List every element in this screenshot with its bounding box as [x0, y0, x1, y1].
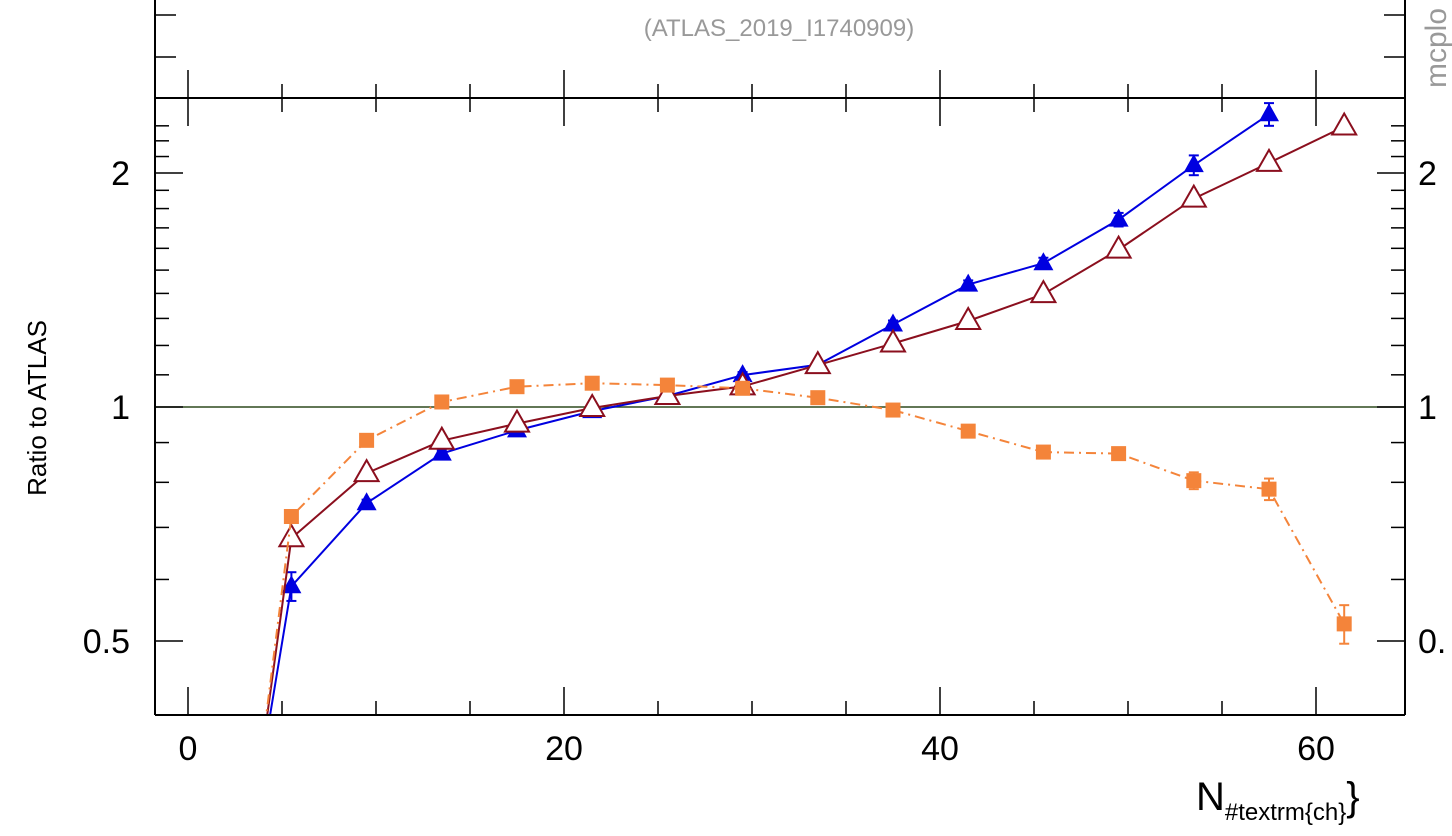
series-group: [265, 102, 1358, 715]
right-y-tick-label: 1: [1418, 389, 1437, 427]
tick-labels: 0 20 40 60 0.5 0. 1 1 2 2: [83, 155, 1447, 768]
series-line: [265, 382, 1346, 715]
data-point: [659, 377, 675, 393]
data-point: [810, 390, 826, 406]
right-y-tick-label: 0.: [1418, 623, 1446, 661]
x-axis-label: N#textrm{ch}}: [1196, 775, 1360, 826]
x-tick-label: 40: [921, 730, 959, 768]
data-point: [1033, 252, 1054, 271]
data-point: [277, 523, 306, 548]
data-point: [1035, 444, 1051, 460]
x-axis-label-brace: }: [1346, 775, 1359, 819]
y-tick-label: 0.5: [83, 623, 130, 661]
data-point: [359, 432, 375, 448]
data-point: [584, 375, 600, 391]
x-tick-label: 60: [1297, 730, 1335, 768]
analysis-reference: (ATLAS_2019_I1740909): [644, 15, 914, 42]
right-y-tick-label: 2: [1418, 155, 1437, 193]
data-point: [1180, 183, 1208, 208]
series-line: [266, 125, 1345, 715]
data-point: [960, 423, 976, 439]
data-point: [578, 392, 606, 418]
data-point: [885, 402, 901, 418]
data-point: [954, 306, 982, 331]
data-point: [1186, 473, 1202, 489]
data-point: [428, 425, 456, 450]
x-tick-label: 20: [545, 730, 583, 768]
data-point: [1111, 446, 1127, 462]
data-point: [1183, 154, 1204, 173]
data-point: [431, 442, 452, 461]
data-point: [958, 273, 979, 292]
generator-label: mcplo: [1420, 8, 1452, 88]
series-filled-square: [265, 375, 1352, 715]
y-tick-label: 1: [111, 389, 130, 427]
series-open-triangle: [266, 111, 1358, 715]
data-point: [352, 458, 381, 483]
data-point: [356, 492, 377, 511]
data-point: [1259, 103, 1279, 122]
data-point: [1108, 208, 1129, 227]
y-axis-label: Ratio to ATLAS: [22, 320, 52, 496]
x-axis-label-subscript: #textrm{ch}: [1225, 799, 1346, 826]
data-point: [883, 313, 903, 332]
data-point: [1104, 234, 1133, 259]
data-point: [1029, 279, 1058, 304]
data-point: [1261, 481, 1277, 497]
data-point: [283, 508, 299, 524]
data-point: [434, 394, 450, 410]
axis-ticks: [155, 98, 1405, 715]
x-tick-label: 0: [179, 730, 198, 768]
data-point: [879, 328, 907, 353]
data-point: [503, 408, 531, 433]
data-point: [804, 350, 832, 375]
upper-panel-frame: [154, 0, 1406, 98]
x-axis-label-main: N: [1196, 775, 1225, 819]
data-point: [1336, 616, 1352, 632]
data-point: [1255, 147, 1283, 172]
data-point: [735, 380, 751, 396]
y-tick-label: 2: [111, 155, 130, 193]
data-point: [509, 379, 525, 395]
data-point: [281, 575, 302, 594]
data-point: [1330, 111, 1358, 136]
data-point: [653, 381, 682, 406]
